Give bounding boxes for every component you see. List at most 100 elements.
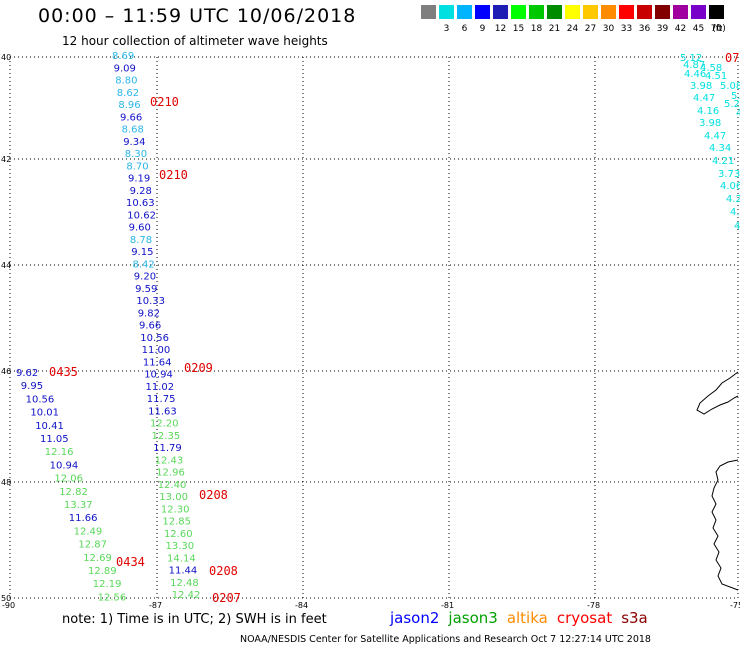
legend-cryosat: cryosat (556, 609, 613, 627)
wave-height-value: 12.30 (161, 504, 190, 515)
satellite-legend: jason2 jason3 altika cryosat s3a (390, 609, 657, 627)
color-scale-label: 27 (584, 24, 597, 34)
wave-height-value: 4.34 (709, 143, 731, 154)
wave-height-value: 10.41 (35, 421, 64, 432)
color-scale-label: 36 (638, 24, 651, 34)
wave-height-value: 8.68 (122, 125, 144, 136)
wave-height-value: 9.66 (120, 112, 142, 123)
wave-height-value: 8.62 (117, 88, 139, 99)
pass-time-label: 0208 (199, 488, 228, 502)
wave-height-value: 8.80 (115, 76, 137, 87)
wave-height-value: 9.34 (123, 137, 145, 148)
wave-height-value: 10.62 (127, 210, 156, 221)
color-scale-label: 18 (530, 24, 543, 34)
color-scale-label: 70 (710, 24, 723, 34)
color-scale-label: 24 (566, 24, 579, 34)
pass-time-label: 0210 (150, 95, 179, 109)
wave-height-value: 9.59 (135, 284, 157, 295)
color-scale-label: 33 (620, 24, 633, 34)
wave-height-value: 9.66 (139, 321, 161, 332)
wave-height-value: 10.01 (30, 408, 59, 419)
wave-height-value: 4 (736, 108, 740, 119)
wave-height-value: 8.69 (112, 51, 134, 62)
wave-height-value: 9.09 (114, 63, 136, 74)
wave-height-value: 12.89 (88, 566, 117, 577)
color-scale-label: 15 (512, 24, 525, 34)
pass-time-label: 0209 (184, 361, 213, 375)
wave-height-value: 4.87 (683, 60, 705, 71)
pass-time-label: 0435 (49, 365, 78, 379)
color-scale-label: 9 (479, 24, 486, 34)
wave-height-value: 8.30 (125, 149, 147, 160)
wave-height-value: 13.30 (166, 541, 195, 552)
color-swatch (511, 5, 526, 19)
wave-height-value: 5.08 (720, 81, 740, 92)
wave-height-value: 11.75 (147, 394, 176, 405)
latitude-label: 46 (1, 367, 11, 376)
color-scale-unit: (ft) (712, 24, 726, 34)
wave-height-value: 12.20 (150, 419, 179, 430)
color-swatch (691, 5, 706, 19)
wave-height-value: 11.05 (40, 434, 69, 445)
longitude-label: -90 (2, 601, 15, 610)
units-note: note: 1) Time is in UTC; 2) SWH is in fe… (62, 612, 327, 627)
map-title: 00:00 – 11:59 UTC 10/06/2018 (38, 5, 357, 27)
credit-line: NOAA/NESDIS Center for Satellite Applica… (240, 634, 651, 645)
wave-height-value: 12.35 (152, 431, 181, 442)
wave-height-value: 10.94 (50, 460, 79, 471)
color-scale-label: 42 (674, 24, 687, 34)
latitude-label: 48 (1, 478, 11, 487)
wave-height-value: 12.42 (172, 590, 201, 601)
wave-height-value: 13.37 (64, 500, 93, 511)
longitude-label: -81 (441, 601, 454, 610)
color-scale-label: 30 (602, 24, 615, 34)
color-swatch (709, 5, 724, 19)
color-swatch (421, 5, 436, 19)
wave-height-value: 5.12 (680, 53, 702, 64)
latitude-label: 42 (1, 155, 11, 164)
wave-height-value: 10.56 (26, 394, 55, 405)
wave-height-value: 12.56 (98, 592, 127, 603)
color-swatch (637, 5, 652, 19)
color-swatch (493, 5, 508, 19)
color-swatch (439, 5, 454, 19)
wave-height-value: 9.28 (130, 186, 152, 197)
pass-time-label: 0207 (212, 591, 241, 605)
longitude-label: -84 (295, 601, 308, 610)
legend-jason3: jason3 (448, 609, 498, 627)
wave-height-value: 12.06 (54, 474, 83, 485)
wave-height-value: 12.96 (156, 468, 185, 479)
longitude-label: -75 (730, 601, 740, 610)
wave-height-value: 14.14 (167, 553, 196, 564)
latitude-label: 50 (1, 594, 11, 603)
latitude-label: 40 (1, 53, 11, 62)
wave-height-value: 12.87 (78, 540, 107, 551)
color-scale-label: 3 (443, 24, 450, 34)
wave-height-value: 11.66 (69, 513, 98, 524)
color-scale-label: 39 (656, 24, 669, 34)
color-swatch (547, 5, 562, 19)
wave-height-value: 11.00 (142, 345, 171, 356)
wave-height-value: 13.00 (159, 492, 188, 503)
wave-height-value: 9.62 (16, 368, 38, 379)
color-swatch (565, 5, 580, 19)
wave-height-value: 12.16 (45, 447, 74, 458)
color-swatch (583, 5, 598, 19)
color-swatch (529, 5, 544, 19)
wave-height-value: 4.21 (712, 156, 734, 167)
wave-height-value: 12.69 (83, 553, 112, 564)
pass-time-label: 07 (725, 51, 739, 65)
color-scale-label: 21 (548, 24, 561, 34)
wave-height-value: 10.94 (144, 370, 173, 381)
wave-height-value: 5.2 (724, 99, 740, 110)
wave-height-value: 4.46 (684, 69, 706, 80)
wave-height-value: 8.78 (130, 235, 152, 246)
wave-height-value: 12.48 (170, 578, 199, 589)
wave-height-value: 5.29 (731, 91, 740, 102)
wave-height-value: 9.82 (138, 308, 160, 319)
wave-height-value: 4.06 (720, 181, 740, 192)
wave-height-value: 9.19 (128, 174, 150, 185)
wave-height-value: 10.63 (126, 198, 155, 209)
wave-height-value: 9.20 (134, 272, 156, 283)
wave-height-value: 8.42 (133, 259, 155, 270)
